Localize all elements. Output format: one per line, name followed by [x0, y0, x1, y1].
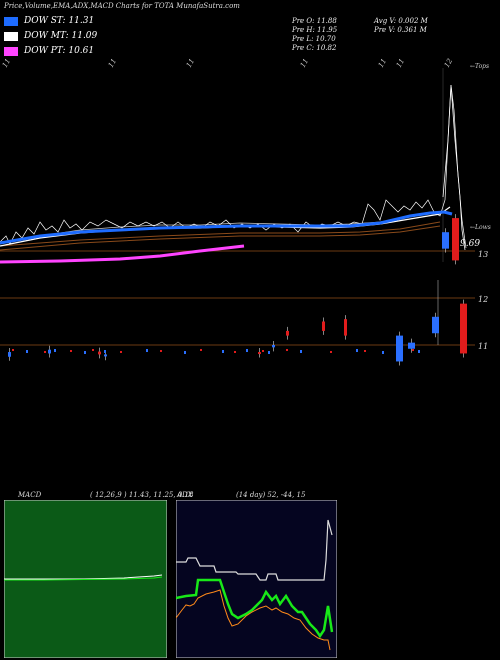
volume-tick [222, 350, 224, 353]
candle-body [452, 218, 459, 261]
adx-plus-di-line [176, 578, 334, 639]
volume-tick [104, 350, 106, 353]
main-chart: 13 12 11 9.69 ←Tops ←Lows 11 11 11 11 11… [0, 57, 491, 366]
candle-body [272, 345, 275, 348]
x-tick-1: 11 [1, 57, 12, 69]
candle-body [432, 316, 439, 334]
volume-tick [356, 349, 358, 352]
adx-line [176, 519, 333, 581]
volume-tick [184, 351, 186, 354]
volume-tick [262, 350, 264, 352]
legend-dow-mt: DOW MT: 11.09 [4, 31, 97, 41]
x-tick-2: 11 [107, 57, 118, 69]
volume-tick [246, 349, 248, 352]
prev-high: Pre H: 11.95 [292, 26, 338, 34]
y-tick-12: 12 [478, 295, 488, 304]
candle-body [48, 349, 51, 354]
volume-tick [234, 351, 236, 353]
legend-label-st: DOW ST: 11.31 [24, 16, 95, 26]
candle-body [98, 351, 101, 355]
volume-tick [200, 349, 202, 351]
macd-params: ( 12,26,9 ) 11.43, 11.25, 0.18 [90, 491, 194, 499]
chart-title: Price,Volume,EMA,ADX,MACD Charts for TOT… [4, 2, 240, 10]
volume-tick [418, 350, 420, 353]
volume-tick [12, 349, 14, 351]
prev-low: Pre L: 10.70 [292, 35, 336, 43]
adx-minus-di-line [176, 589, 331, 651]
legend-dow-pt: DOW PT: 10.61 [4, 46, 94, 56]
macd-signal-line [4, 576, 163, 581]
volume-tick [70, 350, 72, 352]
x-tick-4: 11 [299, 57, 310, 69]
volume-tick [160, 350, 162, 352]
candle-body [258, 352, 261, 355]
annotation-lows: ←Lows [470, 224, 491, 231]
volume-tick [268, 351, 270, 354]
legend-label-pt: DOW PT: 10.61 [24, 46, 95, 56]
volume-tick [92, 349, 94, 351]
legend-label-mt: DOW MT: 11.09 [24, 31, 98, 41]
legend-swatch-mt [4, 31, 18, 41]
macd-title: MACD [18, 491, 42, 499]
volume-tick [146, 349, 148, 352]
candle-body [322, 321, 325, 331]
volume-tick [300, 350, 302, 353]
volume-tick [286, 349, 288, 351]
candle-body [408, 342, 415, 349]
volume-tick [364, 350, 366, 352]
volume-tick [412, 349, 414, 351]
adx-title: ADX [177, 491, 193, 499]
ema-line-1 [0, 225, 441, 251]
candle-body [396, 335, 403, 362]
volume-tick [382, 351, 384, 354]
candle-body [104, 354, 107, 357]
volume-tick [44, 351, 46, 353]
dow-pt-line [0, 244, 245, 264]
volume-ticks [12, 349, 420, 354]
x-tick-5: 11 [377, 57, 388, 69]
legend-dow-st: DOW ST: 11.31 [4, 16, 94, 26]
legend-swatch-st [4, 16, 18, 26]
volume-tick [330, 351, 332, 353]
macd-line [4, 574, 163, 580]
volume-tick [120, 351, 122, 353]
x-tick-6: 11 [395, 57, 406, 69]
candle-body [460, 303, 467, 354]
adx-params: (14 day) 52, -44, 15 [236, 491, 306, 499]
price-label: 9.69 [460, 239, 480, 249]
adx-panel [176, 500, 337, 658]
dow-st-line [0, 210, 453, 245]
y-tick-11: 11 [478, 342, 488, 351]
tops-spike [442, 84, 466, 251]
x-tick-3: 11 [185, 57, 196, 69]
y-tick-13: 13 [478, 250, 488, 259]
prev-open: Pre O: 11.88 [292, 17, 337, 25]
legend-swatch-pt [4, 46, 18, 56]
x-tick-7: 12 [443, 57, 455, 69]
candle-body [344, 319, 347, 336]
candles-group [8, 214, 467, 366]
prev-close: Pre C: 10.82 [292, 44, 337, 52]
macd-panel [4, 500, 167, 658]
volume-tick [26, 350, 28, 353]
candle-body [8, 352, 11, 357]
ema-line-2 [0, 221, 441, 247]
avg-volume: Avg V: 0.002 M [374, 17, 428, 25]
volume-tick [84, 351, 86, 354]
candle-body [442, 232, 449, 249]
candle-body [286, 330, 289, 336]
prev-volume: Pre V: 0.361 M [374, 26, 427, 34]
volume-tick [54, 349, 56, 352]
annotation-tops: ←Tops [470, 63, 489, 70]
